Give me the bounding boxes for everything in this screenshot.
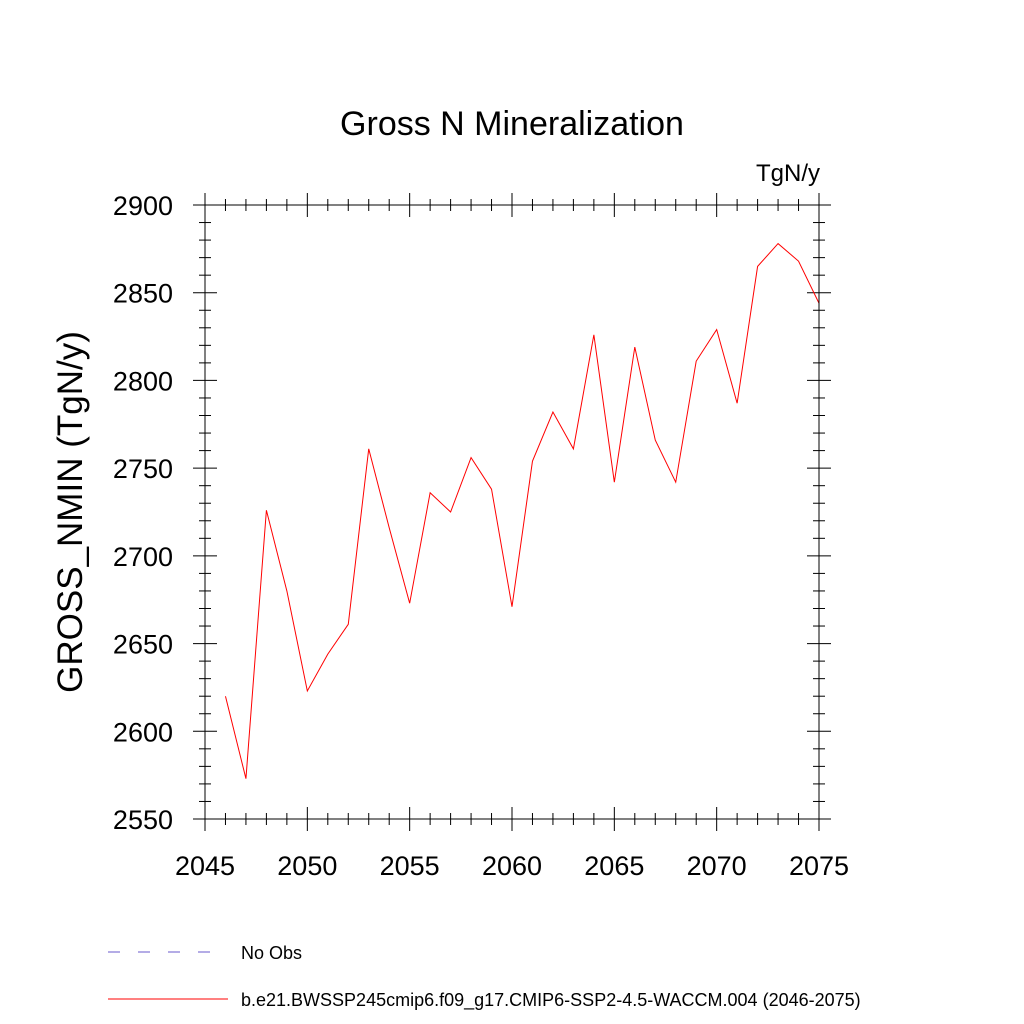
y-tick-label: 2900 xyxy=(113,191,173,221)
y-tick-label: 2550 xyxy=(113,805,173,835)
y-tick-label: 2750 xyxy=(113,454,173,484)
x-tick-label: 2060 xyxy=(482,851,542,881)
plot-frame xyxy=(204,204,820,820)
legend-label-model: b.e21.BWSSP245cmip6.f09_g17.CMIP6-SSP2-4… xyxy=(241,990,861,1011)
legend: No Obs b.e21.BWSSP245cmip6.f09_g17.CMIP6… xyxy=(108,943,861,1011)
y-tick-label: 2800 xyxy=(113,366,173,396)
units-label: TgN/y xyxy=(756,160,820,187)
x-tick-label: 2055 xyxy=(380,851,440,881)
y-axis-label: GROSS_NMIN (TgN/y) xyxy=(51,331,90,693)
x-tick-labels: 2045 2050 2055 2060 2065 2070 2075 xyxy=(175,851,849,881)
legend-label-no-obs: No Obs xyxy=(241,943,302,963)
y-tick-label: 2650 xyxy=(113,630,173,660)
y-tick-label: 2850 xyxy=(113,279,173,309)
y-tick-label: 2700 xyxy=(113,542,173,572)
y-tick-label: 2600 xyxy=(113,717,173,747)
y-tick-labels: 2550 2600 2650 2700 2750 2800 2850 2900 xyxy=(113,191,173,835)
series-layer xyxy=(224,242,820,779)
x-tick-label: 2075 xyxy=(789,851,849,881)
x-tick-label: 2070 xyxy=(687,851,747,881)
chart-title: Gross N Mineralization xyxy=(340,105,684,143)
series-line-1 xyxy=(224,242,820,779)
x-tick-label: 2050 xyxy=(277,851,337,881)
x-tick-label: 2045 xyxy=(175,851,235,881)
x-tick-label: 2065 xyxy=(584,851,644,881)
